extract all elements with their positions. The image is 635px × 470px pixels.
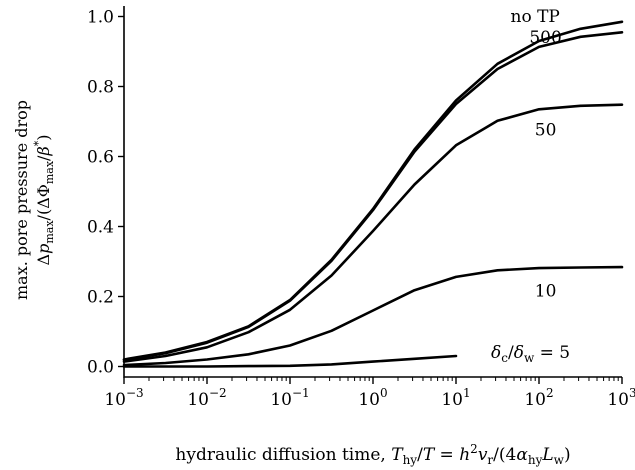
x-tick-label: 10−3 [104,386,143,410]
y-tick-label: 0.4 [87,218,114,238]
x-tick-label: 10−2 [187,386,226,410]
x-tick-label: 102 [524,386,553,410]
series-label-0: no TP [511,7,560,27]
axes [124,6,622,377]
axis-spines [124,6,622,377]
y-tick-label: 0.0 [87,358,114,378]
series-label-1: 500 [529,28,561,48]
series-label-2: 50 [535,121,557,141]
y-axis-label-line1: max. pore pressure drop [12,100,31,300]
x-tick-label: 101 [441,386,470,410]
series-line-0 [124,22,622,360]
x-tick-label: 100 [358,386,387,410]
y-tick-label: 0.8 [87,78,114,98]
y-axis-label-line2: Δpmax/(ΔΦmax/β*) [32,135,56,266]
x-axis-label: hydraulic diffusion time, Thy/T = h2vr/(… [175,442,570,467]
series-label-4: δc/δw = 5 [491,343,570,365]
y-axis-label: max. pore pressure drop Δpmax/(ΔΦmax/β*) [12,100,56,300]
series-line-2 [124,105,622,362]
y-tick-label: 0.6 [87,148,114,168]
y-tick-label: 0.2 [87,288,114,308]
x-tick-label: 103 [607,386,635,410]
series-label-3: 10 [535,282,557,302]
y-tick-label: 1.0 [87,8,114,28]
x-tick-label: 10−1 [270,386,309,410]
series-lines [124,22,622,367]
